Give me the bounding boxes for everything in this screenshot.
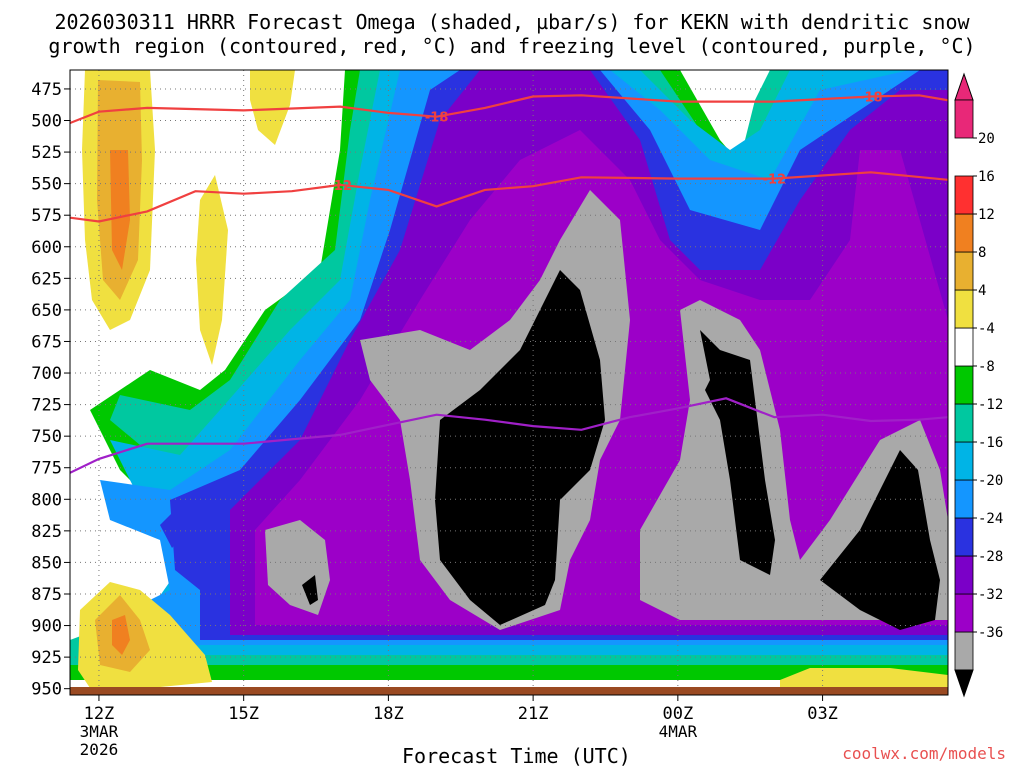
dgz-contour-line (70, 171, 948, 223)
colorbar-segment (954, 175, 974, 215)
colorbar-segment (954, 403, 974, 443)
colorbar-label: 8 (978, 245, 986, 261)
colorbar-segment (954, 441, 974, 481)
omega-region-pos4-c (196, 175, 228, 365)
y-tick-label: 825 (31, 522, 62, 542)
omega-region-neg36-b (700, 330, 775, 575)
chart-title-line2: growth region (contoured, red, °C) and f… (48, 34, 976, 58)
x-tick-label: 00Z (662, 704, 693, 724)
y-axis: 475 500 525 550 575 600 625 650 675 700 725 750 775 8… (31, 80, 70, 700)
colorbar-label: -24 (978, 511, 1003, 527)
colorbar-label: -28 (978, 549, 1003, 565)
y-tick-label: 750 (31, 427, 62, 447)
y-tick-label: 925 (31, 648, 62, 668)
dgz-contour-label: -18 (859, 91, 883, 106)
colorbar-segment (954, 479, 974, 519)
omega-region-pos4-b (250, 70, 295, 145)
omega-region-neg36-a (435, 270, 605, 625)
contour-lines: -18 -18 -12 -12 (70, 91, 948, 474)
colorbar-label: -20 (978, 473, 1003, 489)
y-tick-label: 575 (31, 206, 62, 226)
y-tick-label: 475 (31, 80, 62, 100)
dgz-contour-label: -12 (763, 173, 787, 188)
grid-lines (70, 70, 948, 695)
y-tick-label: 625 (31, 269, 62, 289)
dgz-contour-label: -12 (328, 179, 352, 194)
x-tick-date-label: 4MAR (659, 722, 698, 741)
x-tick-label: 12Z (84, 704, 115, 724)
omega-region-neg36-c (820, 450, 940, 630)
ground-strip (70, 687, 948, 695)
x-tick-label: 21Z (518, 704, 549, 724)
colorbar-top-arrow (954, 72, 974, 101)
omega-shading (70, 70, 948, 695)
colorbar-label: -12 (978, 397, 1003, 413)
omega-region-pos12-b (112, 615, 130, 655)
y-tick-label: 800 (31, 490, 62, 510)
dgz-contour-label: -18 (425, 111, 449, 126)
colorbar-segment (954, 365, 974, 405)
x-tick-label: 03Z (807, 704, 838, 724)
x-tick-label: 15Z (228, 704, 259, 724)
colorbar-bottom-arrow (954, 669, 974, 698)
omega-region-pos4-e (780, 668, 948, 690)
y-tick-label: 900 (31, 617, 62, 637)
y-tick-label: 550 (31, 175, 62, 195)
omega-region-neg36-d (302, 575, 318, 605)
colorbar: 20 16 12 8 4 -4 -8 -12 -16 -20 -24 -28 -32 -36 (954, 72, 1003, 698)
colorbar-label: 4 (978, 283, 986, 299)
colorbar-segment (954, 555, 974, 595)
colorbar-label: -32 (978, 587, 1003, 603)
omega-region-pos12-a (110, 150, 130, 270)
colorbar-segment (954, 631, 974, 671)
chart-title-line1: 2026030311 HRRR Forecast Omega (shaded, … (54, 10, 970, 34)
colorbar-segment (954, 99, 974, 139)
colorbar-segment (954, 517, 974, 557)
colorbar-label: -4 (978, 321, 995, 337)
x-tick-year-label: 2026 (80, 740, 119, 759)
y-tick-label: 725 (31, 396, 62, 416)
dgz-contour-line (70, 94, 948, 125)
y-tick-label: 600 (31, 238, 62, 258)
y-tick-label: 775 (31, 459, 62, 479)
x-tick-date-label: 3MAR (80, 722, 119, 741)
x-axis-title: Forecast Time (UTC) (402, 744, 631, 768)
omega-region-neg20-small (160, 510, 188, 548)
y-tick-label: 525 (31, 143, 62, 163)
y-tick-label: 500 (31, 112, 62, 132)
y-tick-label: 650 (31, 301, 62, 321)
y-tick-label: 875 (31, 585, 62, 605)
plot-frame (69, 69, 949, 696)
colorbar-segment (954, 327, 974, 367)
colorbar-segment (954, 213, 974, 253)
x-tick-label: 18Z (373, 704, 404, 724)
credit-text: coolwx.com/models (842, 744, 1006, 763)
colorbar-label: 20 (978, 131, 995, 147)
y-tick-label: 700 (31, 364, 62, 384)
freezing-level-line (70, 397, 948, 474)
y-tick-label: 850 (31, 553, 62, 573)
colorbar-segment (954, 289, 974, 329)
colorbar-label: 16 (978, 169, 995, 185)
colorbar-label: -36 (978, 625, 1003, 641)
y-tick-label: 950 (31, 680, 62, 700)
colorbar-label: 12 (978, 207, 995, 223)
colorbar-segment (954, 251, 974, 291)
y-tick-label: 675 (31, 332, 62, 352)
colorbar-label: -8 (978, 359, 995, 375)
colorbar-segment (954, 593, 974, 633)
colorbar-label: -16 (978, 435, 1003, 451)
